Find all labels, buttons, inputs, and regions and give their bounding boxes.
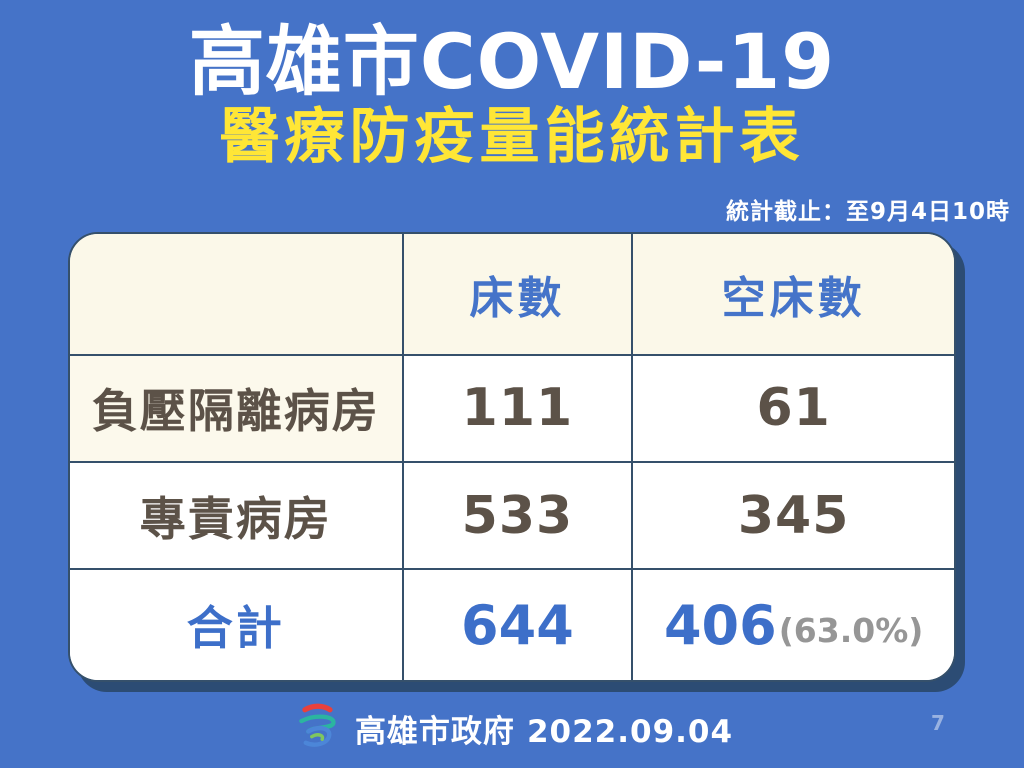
footer: 高雄市政府 2022.09.04 bbox=[0, 702, 1024, 754]
capacity-table: 床數 空床數 負壓隔離病房 111 61 專責病房 533 345 合計 644… bbox=[68, 232, 956, 682]
total-empty-beds-value: 406 bbox=[663, 593, 777, 657]
table-cell-empty-dedicated-ward: 345 bbox=[631, 461, 954, 569]
footer-date: 2022.09.04 bbox=[526, 713, 734, 750]
kaohsiung-city-logo-icon bbox=[299, 703, 336, 747]
table-header-empty-beds: 空床數 bbox=[631, 234, 954, 354]
table-header-empty-cell bbox=[70, 234, 402, 354]
page-title-line1: 高雄市COVID-19 bbox=[188, 17, 836, 106]
statistics-cutoff-note: 統計截止：至9月4日10時 bbox=[725, 199, 1010, 225]
table-cell-beds-total: 644 bbox=[401, 568, 632, 680]
page-number: 7 bbox=[931, 711, 945, 735]
total-empty-beds-percentage: (63.0%) bbox=[778, 610, 924, 650]
footer-org-name: 高雄市政府 bbox=[354, 713, 515, 750]
table-row-label-total: 合計 bbox=[70, 568, 402, 680]
table-cell-empty-negative-pressure: 61 bbox=[631, 353, 954, 461]
table-cell-beds-negative-pressure: 111 bbox=[401, 353, 632, 461]
table-cell-beds-dedicated-ward: 533 bbox=[401, 461, 632, 569]
footer-text: 高雄市政府 2022.09.04 bbox=[355, 706, 733, 751]
table-cell-empty-total: 406 (63.0%) bbox=[631, 568, 954, 680]
table-header-beds: 床數 bbox=[401, 234, 632, 354]
table-row-label-negative-pressure: 負壓隔離病房 bbox=[70, 353, 402, 461]
page-title-line2: 醫療防疫量能統計表 bbox=[219, 102, 805, 172]
table-row-label-dedicated-ward: 專責病房 bbox=[70, 461, 402, 569]
